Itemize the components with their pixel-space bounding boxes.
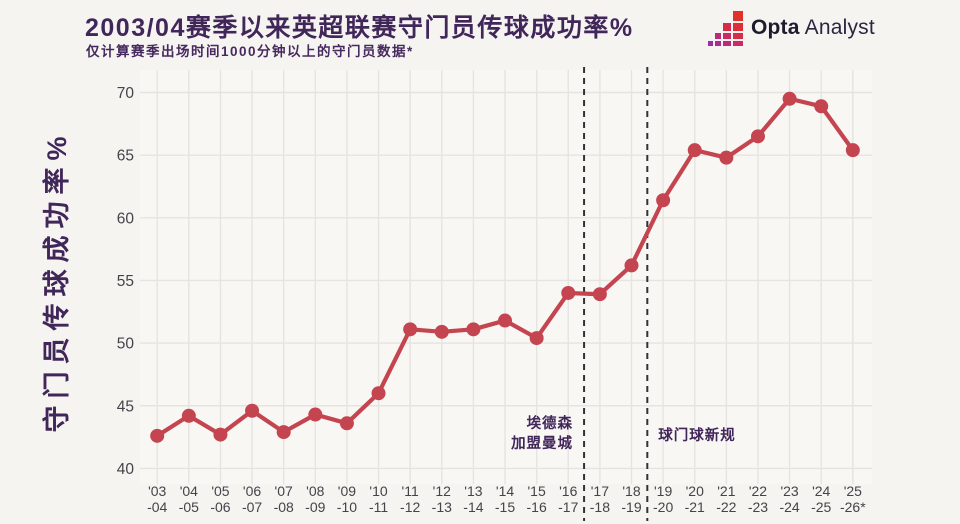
data-point: [498, 313, 513, 328]
data-point: [245, 403, 260, 418]
x-tick-label: '03 -04: [147, 483, 167, 515]
x-tick-label: '04 -05: [179, 483, 199, 515]
x-tick-label: '24 -25: [811, 483, 831, 515]
x-tick-label: '15 -16: [527, 483, 547, 515]
data-point: [434, 324, 449, 339]
x-tick-label: '16 -17: [558, 483, 578, 515]
chart-subtitle: 仅计算赛季出场时间1000分钟以上的守门员数据*: [86, 44, 414, 59]
data-point: [845, 143, 860, 158]
y-tick-label: 65: [117, 148, 134, 165]
logo-pixel: [723, 40, 731, 46]
data-point: [276, 425, 291, 440]
data-point: [656, 193, 671, 208]
x-tick-label: '17 -18: [590, 483, 610, 515]
x-tick-label: '08 -09: [305, 483, 325, 515]
annotation-label: 球门球新规: [658, 426, 736, 444]
x-tick-label: '06 -07: [242, 483, 262, 515]
data-point: [750, 129, 765, 144]
logo-opta-text: Opta: [751, 16, 800, 39]
x-tick-label: '12 -13: [432, 483, 452, 515]
logo-pixel: [733, 32, 743, 39]
x-tick-label: '21 -22: [716, 483, 736, 515]
logo-pixel: [733, 10, 743, 21]
x-tick-label: '09 -10: [337, 483, 357, 515]
opta-analyst-logo: Opta Analyst: [708, 10, 875, 46]
x-tick-label: '19 -20: [653, 483, 673, 515]
page-title: 2003/04赛季以来英超联赛守门员传球成功率%: [85, 14, 634, 42]
x-tick-label: '18 -19: [621, 483, 641, 515]
x-tick-label: '07 -08: [274, 483, 294, 515]
logo-pixel: [733, 22, 743, 31]
data-point: [150, 428, 165, 443]
x-tick-label: '22 -23: [748, 483, 768, 515]
annotation-label: 加盟曼城: [510, 434, 573, 452]
x-tick-label: '20 -21: [685, 483, 705, 515]
x-tick-label: '05 -06: [210, 483, 230, 515]
logo-pixel: [723, 32, 731, 39]
data-point: [213, 427, 228, 442]
data-point: [624, 258, 639, 273]
data-point: [339, 416, 354, 431]
y-tick-label: 60: [117, 210, 135, 227]
x-tick-label: '11 -12: [400, 483, 420, 515]
logo-pixel: [715, 40, 721, 46]
data-point: [371, 386, 386, 401]
data-point: [403, 322, 418, 337]
data-point: [782, 91, 797, 106]
x-tick-label: '10 -11: [369, 483, 388, 515]
y-tick-label: 40: [117, 461, 135, 478]
logo-pixel: [708, 40, 713, 46]
y-tick-label: 55: [117, 273, 134, 290]
x-tick-label: '23 -24: [779, 483, 799, 515]
data-point: [308, 407, 323, 422]
y-axis-label: 守门员传球成功率%: [41, 129, 72, 432]
y-tick-label: 45: [117, 398, 134, 415]
x-tick-label: '13 -14: [463, 483, 483, 515]
data-point: [814, 99, 829, 114]
logo-pixel: [723, 22, 731, 31]
data-point: [466, 322, 481, 337]
logo-pixel: [733, 40, 743, 46]
data-point: [181, 408, 196, 423]
y-tick-label: 50: [117, 336, 135, 353]
annotation-label: 埃德森: [527, 414, 574, 432]
data-point: [529, 331, 544, 346]
x-tick-label: '25 -26*: [840, 483, 866, 515]
logo-pixel: [715, 32, 721, 39]
data-point: [561, 285, 576, 300]
x-tick-label: '14 -15: [495, 483, 515, 515]
data-point: [687, 143, 702, 158]
data-point: [592, 287, 607, 302]
opta-stairs-icon: [708, 10, 743, 46]
y-tick-label: 70: [117, 85, 135, 102]
logo-analyst-text: Analyst: [804, 16, 875, 39]
data-point: [719, 150, 734, 165]
